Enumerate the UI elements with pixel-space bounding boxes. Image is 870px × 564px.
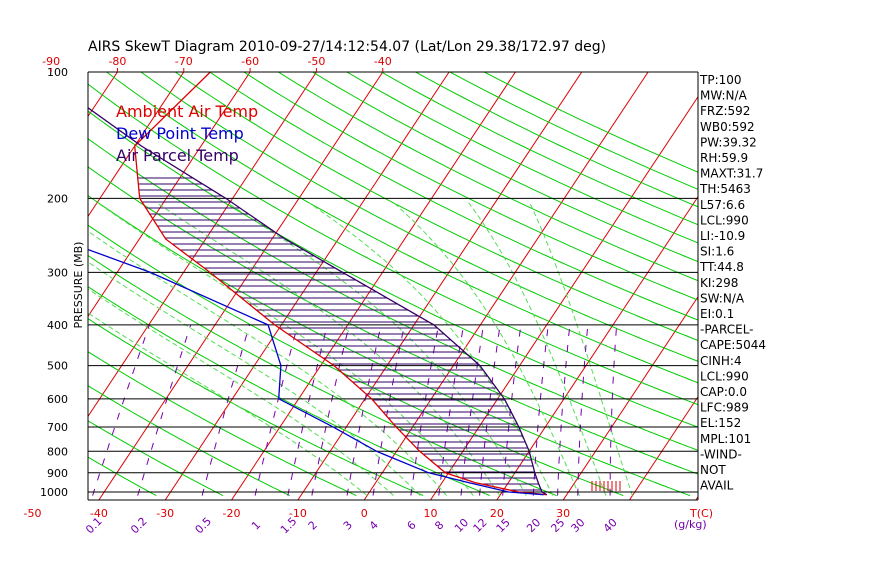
mixing-ratio-label: 40 bbox=[601, 516, 620, 535]
dry-adiabat-line bbox=[196, 63, 870, 496]
index-label: TT:44.8 bbox=[699, 260, 744, 274]
mixing-ratio-label: 4 bbox=[367, 518, 381, 532]
bottom-temp-tick-label: 10 bbox=[424, 507, 438, 520]
top-temp-tick-label: -60 bbox=[241, 55, 259, 68]
mixing-ratio-unit-label: (g/kg) bbox=[674, 518, 707, 531]
bottom-temp-tick-label: -50 bbox=[24, 507, 42, 520]
index-label: LFC:989 bbox=[700, 401, 749, 415]
index-label: TP:100 bbox=[699, 73, 742, 87]
mixing-ratio-label: 2 bbox=[306, 518, 320, 532]
index-label: -PARCEL- bbox=[700, 323, 754, 337]
y-axis-label: PRESSURE (MB) bbox=[72, 242, 85, 329]
mixing-ratio-label: 8 bbox=[432, 518, 446, 532]
pressure-tick-label: 200 bbox=[47, 192, 68, 205]
mixing-ratio-label: 30 bbox=[568, 516, 587, 535]
index-label: AVAIL bbox=[700, 479, 734, 493]
mixing-ratio-label: 1 bbox=[249, 518, 263, 532]
legend-entry: Air Parcel Temp bbox=[116, 146, 239, 165]
dry-adiabat-line bbox=[297, 63, 870, 496]
index-label: LI:-10.9 bbox=[700, 229, 745, 243]
index-label: CAPE:5044 bbox=[700, 338, 766, 352]
pressure-tick-label: 500 bbox=[47, 360, 68, 373]
index-label: FRZ:592 bbox=[700, 104, 750, 118]
index-label: PW:39.32 bbox=[700, 135, 757, 149]
mixing-ratio-label: 10 bbox=[452, 516, 471, 535]
legend-entry: Ambient Air Temp bbox=[116, 102, 258, 121]
mixing-ratio-line bbox=[610, 325, 617, 496]
profile-air-parcel-temp bbox=[38, 72, 547, 495]
legend-entry: Dew Point Temp bbox=[116, 124, 244, 143]
index-label: MAXT:31.7 bbox=[700, 167, 763, 181]
index-label: KI:298 bbox=[700, 276, 738, 290]
chart-title: AIRS SkewT Diagram 2010-09-27/14:12:54.0… bbox=[88, 39, 606, 55]
pressure-tick-label: 600 bbox=[47, 393, 68, 406]
isotherm-line bbox=[0, 72, 117, 500]
bottom-temp-tick-label: -30 bbox=[156, 507, 174, 520]
index-label: CAP:0.0 bbox=[700, 385, 747, 399]
index-label: MW:N/A bbox=[700, 89, 748, 103]
isotherm-line bbox=[0, 72, 51, 500]
index-label: -WIND- bbox=[700, 447, 742, 461]
mixing-ratio-line bbox=[373, 325, 404, 496]
dry-adiabat-line bbox=[433, 63, 870, 496]
mixing-ratio-line bbox=[288, 325, 328, 496]
dry-adiabat-line bbox=[365, 63, 870, 496]
index-label: CINH:4 bbox=[700, 354, 742, 368]
index-label: L57:6.6 bbox=[700, 198, 745, 212]
index-label: TH:5463 bbox=[699, 182, 751, 196]
mixing-ratio-line bbox=[93, 325, 150, 496]
pressure-tick-label: 900 bbox=[47, 467, 68, 480]
index-label: WB0:592 bbox=[700, 120, 755, 134]
mixing-ratio-label: 12 bbox=[471, 516, 490, 535]
pressure-tick-label: 400 bbox=[47, 319, 68, 332]
index-label: SI:1.6 bbox=[700, 245, 734, 259]
mixing-ratio-label: 20 bbox=[524, 516, 543, 535]
dry-adiabat-line bbox=[399, 63, 870, 496]
mixing-ratio-label: 0.5 bbox=[193, 515, 215, 537]
mixing-ratio-label: 6 bbox=[405, 518, 419, 532]
mixing-ratio-label: 3 bbox=[341, 518, 355, 532]
index-label: SW:N/A bbox=[700, 291, 745, 305]
top-temp-tick-label: -70 bbox=[175, 55, 193, 68]
index-label: EI:0.1 bbox=[700, 307, 734, 321]
index-label: NOT bbox=[700, 463, 726, 477]
index-label: EL:152 bbox=[700, 416, 741, 430]
legend: Ambient Air Temp Dew Point Temp Air Parcel… bbox=[116, 102, 258, 165]
pressure-tick-label: 800 bbox=[47, 445, 68, 458]
index-label: RH:59.9 bbox=[700, 151, 748, 165]
mixing-ratio-line bbox=[138, 325, 191, 496]
bottom-temp-tick-label: 0 bbox=[361, 507, 368, 520]
isotherm-line bbox=[762, 72, 870, 500]
mixing-ratio-line bbox=[533, 325, 548, 496]
pressure-tick-label: 300 bbox=[47, 266, 68, 279]
bottom-temp-tick-label: -20 bbox=[223, 507, 241, 520]
top-temp-tick-label: -50 bbox=[307, 55, 325, 68]
mixing-ratio-label: 0.2 bbox=[128, 515, 150, 537]
top-temp-tick-label: -90 bbox=[42, 55, 60, 68]
top-temp-tick-label: -80 bbox=[108, 55, 126, 68]
top-temp-tick-label: -40 bbox=[374, 55, 392, 68]
pressure-tick-label: 700 bbox=[47, 421, 68, 434]
index-label: LCL:990 bbox=[700, 369, 749, 383]
index-label: MPL:101 bbox=[700, 432, 751, 446]
index-label: LCL:990 bbox=[700, 213, 749, 227]
cape-cin-hatching bbox=[138, 178, 620, 491]
pressure-tick-label: 1000 bbox=[40, 486, 68, 499]
